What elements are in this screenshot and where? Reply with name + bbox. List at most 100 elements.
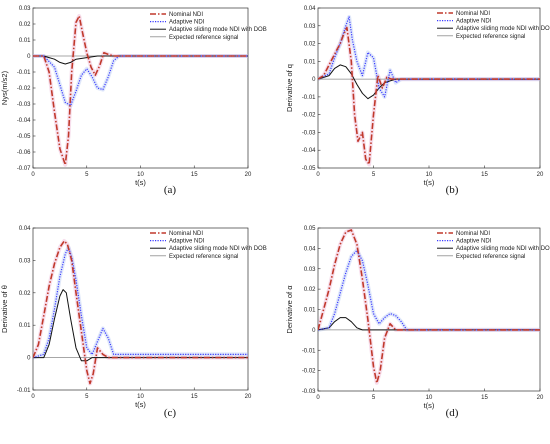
y-tick-label: 0.03: [19, 6, 31, 12]
y-tick-label: 0.04: [304, 246, 316, 252]
legend-label: Nominal NDI: [169, 231, 203, 237]
legend-box: [148, 229, 244, 263]
x-tick-label: 20: [537, 172, 544, 178]
y-tick-label: -0.04: [302, 148, 316, 154]
y-axis-label: Nys(m/s2): [0, 70, 9, 105]
x-tick-label: 10: [137, 394, 144, 400]
y-tick-label: 0.04: [304, 6, 316, 12]
y-axis-label: Derivative of α: [285, 285, 294, 334]
x-tick-label: 5: [372, 395, 376, 401]
series-line-adaptive-sliding-mode-ndi-with-dob: [318, 317, 540, 331]
y-tick-label: 0.01: [304, 308, 316, 314]
series-line-adaptive-sliding-mode-ndi-with-dob: [33, 289, 248, 362]
x-axis-label: t(s): [424, 401, 435, 410]
y-tick-label: 0: [27, 356, 31, 362]
legend-label: Expected reference signal: [456, 254, 525, 260]
y-tick-label: -0.01: [302, 95, 316, 101]
y-tick-label: -0.01: [17, 70, 31, 76]
x-tick-label: 0: [316, 172, 320, 178]
legend-label: Nominal NDI: [456, 231, 490, 237]
series-line-nominal-ndi: [33, 15, 248, 166]
x-tick-label: 20: [245, 394, 252, 400]
x-axis-label: t(s): [424, 178, 435, 187]
panel-label: (b): [446, 184, 459, 196]
y-tick-label: -0.02: [302, 113, 316, 119]
y-tick-label: 0.01: [19, 323, 31, 329]
legend-box: [435, 9, 536, 43]
series-line-adaptive-ndi: [318, 249, 540, 331]
legend-label: Adaptive NDI: [456, 239, 492, 245]
y-tick-label: 0.02: [19, 291, 31, 297]
y-tick-label: -0.01: [17, 388, 31, 394]
panel-b: 0 5 10 15 20 -0.05 -0.04 -0.03 -0.02 -0.01 0 0.01 0.…: [285, 6, 550, 196]
y-tick-label: -0.03: [17, 102, 31, 108]
series-group: [318, 228, 540, 385]
x-tick-label: 10: [137, 172, 144, 178]
series-line-adaptive-sliding-mode-ndi-with-dob: [318, 64, 540, 100]
y-tick-label: 0: [27, 54, 31, 60]
y-tick-label: 0.03: [19, 258, 31, 264]
x-axis-label: t(s): [135, 400, 146, 409]
series-line-adaptive-ndi: [33, 246, 248, 359]
legend-label: Expected reference signal: [169, 35, 238, 41]
y-tick-label: -0.03: [302, 130, 316, 136]
y-tick-label: 0.01: [304, 59, 316, 65]
legend-label: Expected reference signal: [169, 254, 238, 260]
legend-label: Adaptive sliding mode NDI with DOB: [169, 246, 267, 252]
series-line-adaptive-ndi: [318, 16, 540, 98]
x-tick-label: 10: [426, 172, 433, 178]
y-tick-label: -0.01: [302, 348, 316, 354]
y-tick-label: -0.02: [17, 86, 31, 92]
y-tick-label: 0: [312, 77, 316, 83]
y-tick-label: -0.05: [17, 134, 31, 140]
y-tick-label: -0.07: [17, 166, 31, 172]
x-tick-label: 15: [481, 395, 488, 401]
x-tick-label: 15: [481, 172, 488, 178]
y-tick-label: 0: [312, 328, 316, 334]
panel-c: 0 5 10 15 20-0.0100.010.020.030.04t(s)Deriva…: [0, 226, 267, 419]
series-group: [318, 14, 540, 167]
legend-label: Adaptive sliding mode NDI with DOB: [169, 27, 267, 33]
y-tick-label: -0.04: [17, 118, 31, 124]
y-axis-label: Derivative of θ: [0, 285, 9, 333]
legend-box: [435, 229, 536, 263]
y-axis-label: Derivative of q: [285, 64, 294, 112]
x-tick-label: 20: [537, 395, 544, 401]
panel-label: (d): [446, 407, 459, 419]
legend-label: Adaptive sliding mode NDI with DOB: [456, 246, 550, 252]
legend-label: Expected reference signal: [456, 34, 525, 40]
legend-label: Adaptive NDI: [456, 19, 492, 25]
legend-label: Adaptive sliding mode NDI with DOB: [456, 26, 550, 32]
x-tick-label: 15: [191, 172, 198, 178]
legend-label: Nominal NDI: [169, 12, 203, 18]
panel-a: 0 5 10 15 20 -0.07 -0.06 -0.05 -0.04 -0.03 -0.02 -0…: [0, 6, 267, 196]
x-axis-label: t(s): [135, 178, 146, 187]
x-tick-label: 0: [31, 172, 35, 178]
panel-label: (a): [164, 184, 177, 196]
x-tick-label: 5: [85, 172, 89, 178]
panel-label: (c): [164, 407, 177, 419]
panel-d: 0 5 10 15 20 -0.03 -0.02 -0.01 0 0.01 0.02 0.03 0.04…: [285, 226, 550, 419]
x-tick-label: 0: [31, 394, 35, 400]
series-line-nominal-ndi: [318, 229, 540, 384]
y-tick-label: 0.03: [304, 267, 316, 273]
y-tick-label: 0.05: [304, 226, 316, 232]
y-tick-label: 0.03: [304, 24, 316, 30]
y-tick-label: -0.03: [302, 389, 316, 395]
y-tick-label: -0.02: [302, 369, 316, 375]
x-tick-label: 5: [372, 172, 376, 178]
y-tick-label: 0.01: [19, 38, 31, 44]
series-group: [33, 239, 248, 386]
y-tick-label: -0.06: [17, 150, 31, 156]
x-tick-label: 15: [191, 394, 198, 400]
series-line-nominal-ndi: [33, 240, 248, 385]
legend-box: [148, 10, 244, 44]
x-tick-label: 10: [426, 395, 433, 401]
legend-label: Adaptive NDI: [169, 239, 205, 245]
series-line-adaptive-ndi: [33, 55, 248, 107]
